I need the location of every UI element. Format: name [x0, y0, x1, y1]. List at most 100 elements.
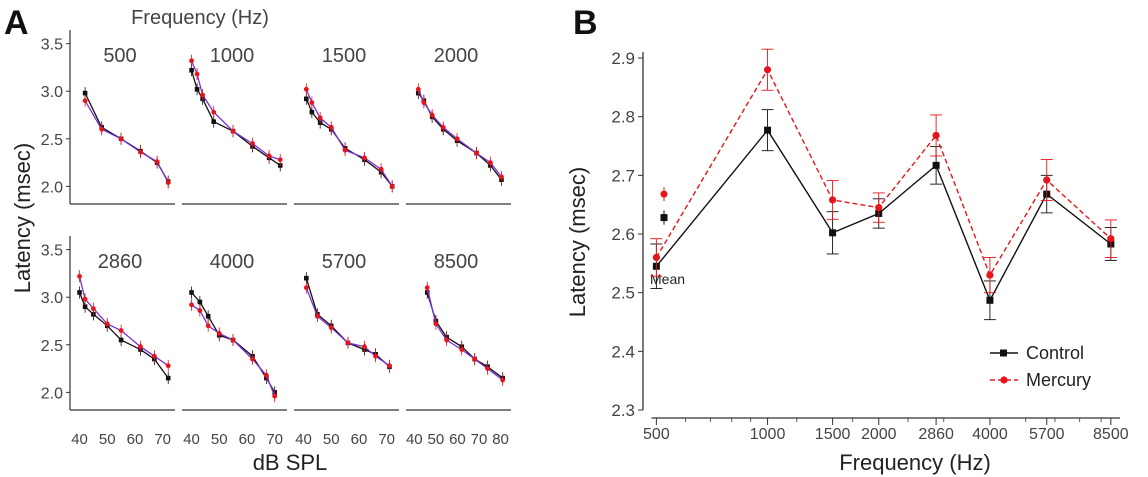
mean-label: Mean: [650, 271, 685, 287]
x-tick-label: 70: [266, 431, 283, 448]
data-point-mercury: [485, 366, 490, 371]
x-tick-label: 4000: [972, 426, 1008, 443]
subplot-label: 4000: [210, 251, 255, 273]
subplot-1000: 1000: [182, 45, 287, 205]
y-tick-label: 2.3: [611, 401, 635, 420]
data-point-mercury: [277, 157, 283, 163]
x-tick-label: 40: [183, 431, 200, 448]
data-point-mercury: [362, 155, 367, 161]
subplot-500: 2.0 2.5 3.0 3.5 500: [41, 30, 175, 205]
data-point-mercury: [99, 126, 105, 132]
x-tick-label: 5700: [1029, 426, 1065, 443]
subplot-label: 8500: [434, 251, 479, 273]
data-point-mercury: [459, 347, 465, 352]
data-point-mercury: [138, 344, 143, 350]
data-point-mercury: [82, 296, 88, 302]
x-tick-label: 50: [428, 431, 445, 448]
data-point-mercury: [472, 356, 478, 362]
y-tick-label: 3.5: [41, 243, 63, 260]
data-point-mercury: [328, 325, 334, 331]
data-point-mercury: [328, 124, 334, 130]
data-point-mercury: [230, 128, 236, 134]
legend-marker-control: [1000, 349, 1007, 357]
data-point-mercury: [216, 330, 222, 336]
data-point-control: [309, 109, 315, 115]
series-line-mercury: [191, 304, 276, 397]
data-point-mercury: [272, 393, 278, 399]
subplot-2000: 2000: [406, 45, 511, 205]
data-point-control: [304, 275, 309, 281]
data-point-mercury: [189, 58, 194, 64]
x-tick-label: 1500: [815, 426, 851, 443]
data-point-mercury: [429, 112, 435, 118]
x-tick-label: 50: [323, 431, 340, 448]
data-point-control: [165, 375, 171, 381]
data-point-mercury: [303, 86, 309, 92]
data-point-control: [118, 337, 124, 343]
data-point-mercury: [932, 131, 940, 140]
y-tick-label: 2.5: [611, 284, 635, 303]
subplot-8500: 8500 40 50 60 70 80: [406, 251, 511, 448]
data-point-mercury: [263, 372, 269, 378]
x-tick-label: 50: [99, 431, 116, 448]
x-tick-label: 50: [211, 431, 228, 448]
data-point-control: [194, 87, 200, 92]
data-point-mercury: [154, 159, 160, 165]
data-point-mercury: [875, 204, 883, 212]
mean-point-control: [660, 214, 668, 222]
panel-label-b: B: [573, 4, 598, 42]
panel-a-title: Frequency (Hz): [131, 7, 269, 29]
data-point-mercury: [230, 337, 236, 343]
series-line-control: [84, 92, 169, 182]
x-tick-label: 70: [378, 431, 395, 448]
data-point-mercury: [342, 147, 348, 153]
y-tick-label: 2.0: [41, 179, 63, 196]
data-point-mercury: [345, 340, 351, 346]
x-tick-label: 60: [449, 431, 466, 448]
data-point-mercury: [433, 321, 439, 327]
data-point-mercury: [309, 100, 315, 106]
subplot-label: 5700: [322, 251, 367, 273]
legend-label-control: Control: [1026, 343, 1084, 363]
data-point-mercury: [77, 273, 82, 279]
x-tick-label: 2860: [918, 426, 954, 443]
data-point-mercury: [315, 313, 320, 319]
data-point-mercury: [387, 363, 392, 369]
data-point-mercury: [197, 308, 203, 313]
data-point-mercury: [444, 337, 450, 343]
data-point-control: [82, 304, 88, 310]
data-point-mercury: [389, 183, 395, 189]
subplot-label: 2860: [98, 251, 143, 273]
data-point-control: [829, 229, 837, 237]
x-tick-label: 80: [492, 431, 509, 448]
series-line-control: [78, 292, 169, 379]
y-tick-label: 2.5: [41, 132, 63, 149]
data-point-mercury: [1043, 176, 1051, 184]
series-line-mercury: [84, 100, 169, 183]
data-point-control: [189, 67, 194, 73]
legend: Control Mercury: [990, 343, 1091, 390]
data-point-mercury: [250, 141, 255, 146]
y-tick-label: 3.0: [41, 84, 63, 101]
data-point-mercury: [986, 271, 994, 279]
subplot-label: 2000: [434, 45, 479, 67]
x-tick-label: 500: [643, 426, 670, 443]
mean-point-mercury: [660, 190, 668, 198]
series-line-mercury: [426, 287, 504, 381]
data-point-control: [77, 290, 82, 295]
data-point-mercury: [373, 353, 378, 359]
data-point-mercury: [82, 98, 88, 104]
legend-label-mercury: Mercury: [1026, 370, 1091, 390]
y-tick-label: 3.0: [41, 290, 63, 307]
subplot-4000: 4000 40 50 60 70: [182, 251, 287, 448]
x-tick-label: 40: [406, 431, 423, 448]
data-point-control: [986, 296, 994, 304]
x-tick-label: 70: [154, 431, 171, 448]
x-tick-label: 60: [239, 431, 256, 448]
data-point-control: [932, 161, 940, 169]
y-tick-label: 2.4: [611, 342, 635, 361]
series-line-mercury: [190, 60, 281, 161]
data-point-mercury: [500, 377, 506, 383]
data-point-control: [189, 290, 194, 295]
data-point-mercury: [165, 180, 171, 185]
